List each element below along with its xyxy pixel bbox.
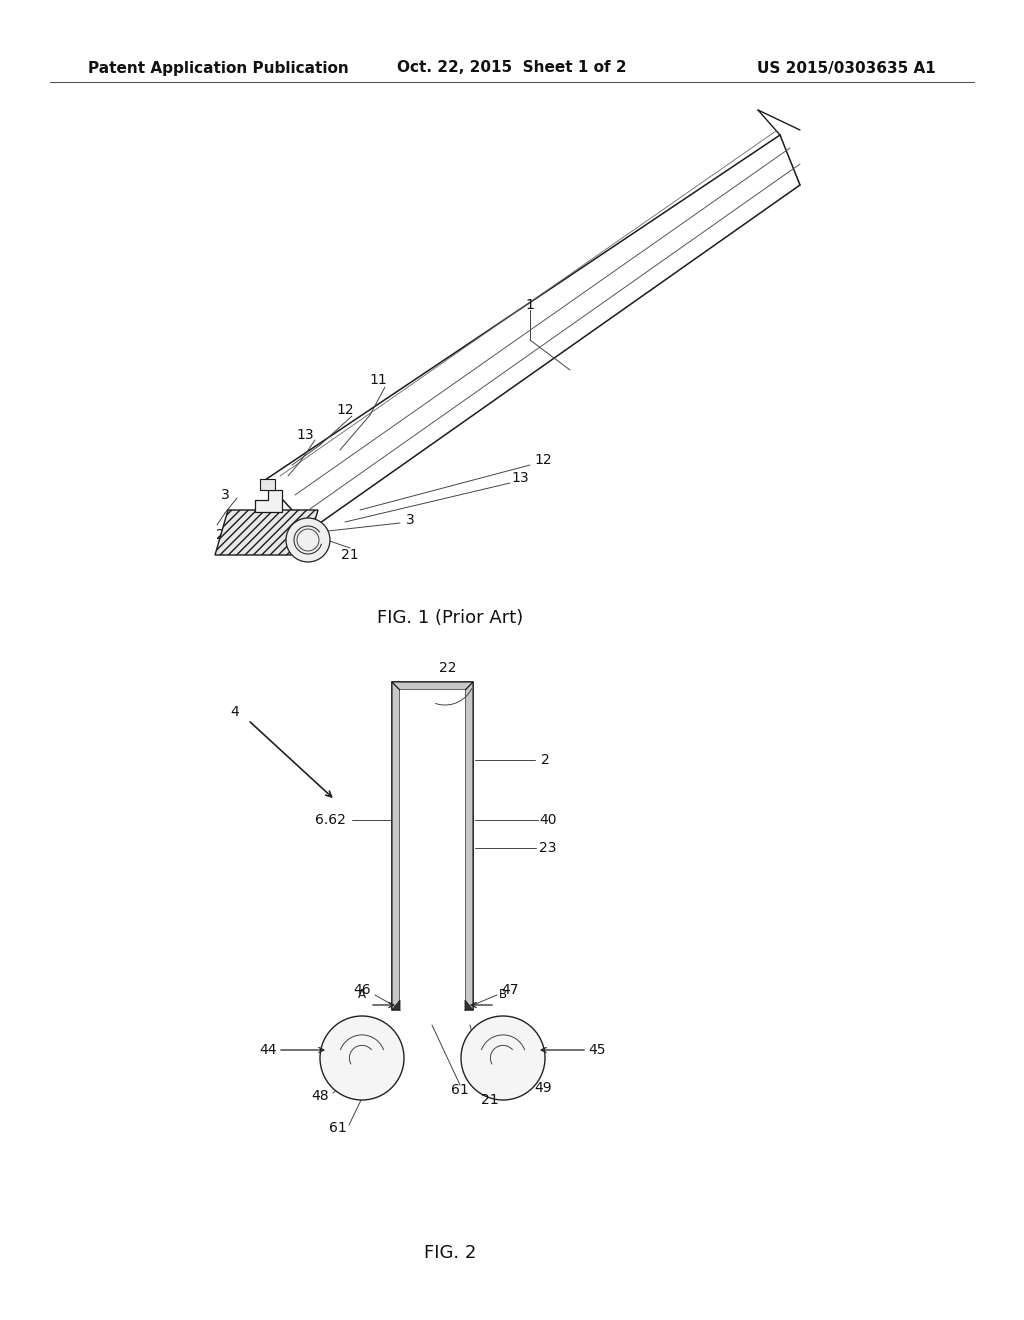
Text: A: A [358, 987, 366, 1001]
Polygon shape [392, 682, 400, 1010]
Text: 61: 61 [329, 1121, 347, 1135]
Text: 4: 4 [230, 705, 240, 719]
Text: 45: 45 [588, 1043, 606, 1057]
Text: 61: 61 [452, 1082, 469, 1097]
Text: 2: 2 [541, 752, 549, 767]
Text: 47: 47 [502, 983, 519, 997]
Polygon shape [260, 479, 275, 490]
Text: 12: 12 [336, 403, 354, 417]
Polygon shape [215, 510, 318, 554]
Polygon shape [392, 1001, 400, 1010]
Text: 21: 21 [481, 1093, 499, 1107]
Bar [400, 690, 465, 1010]
Polygon shape [392, 682, 473, 690]
Polygon shape [465, 1001, 473, 1010]
Text: 48: 48 [311, 1089, 329, 1104]
Polygon shape [255, 490, 282, 512]
Text: B: B [499, 987, 507, 1001]
Circle shape [319, 1016, 404, 1100]
Text: 2: 2 [216, 528, 224, 543]
Text: 6.62: 6.62 [314, 813, 345, 828]
Text: 46: 46 [353, 983, 371, 997]
Text: 3: 3 [220, 488, 229, 502]
Text: 12: 12 [535, 453, 552, 467]
Text: 23: 23 [540, 841, 557, 855]
Circle shape [461, 1016, 545, 1100]
Text: 22: 22 [439, 661, 457, 675]
Text: FIG. 2: FIG. 2 [424, 1243, 476, 1262]
Polygon shape [465, 682, 473, 1010]
Text: FIG. 1 (Prior Art): FIG. 1 (Prior Art) [377, 609, 523, 627]
Text: 13: 13 [511, 471, 528, 484]
Text: 1: 1 [525, 298, 535, 312]
Text: 49: 49 [535, 1081, 552, 1096]
Text: 11: 11 [369, 374, 387, 387]
Text: Patent Application Publication: Patent Application Publication [88, 61, 349, 75]
Text: US 2015/0303635 A1: US 2015/0303635 A1 [758, 61, 936, 75]
Text: 13: 13 [296, 428, 313, 442]
Text: 40: 40 [540, 813, 557, 828]
Circle shape [286, 517, 330, 562]
Text: 21: 21 [341, 548, 358, 562]
Text: 3: 3 [406, 513, 415, 527]
Text: 44: 44 [259, 1043, 276, 1057]
Text: Oct. 22, 2015  Sheet 1 of 2: Oct. 22, 2015 Sheet 1 of 2 [397, 61, 627, 75]
